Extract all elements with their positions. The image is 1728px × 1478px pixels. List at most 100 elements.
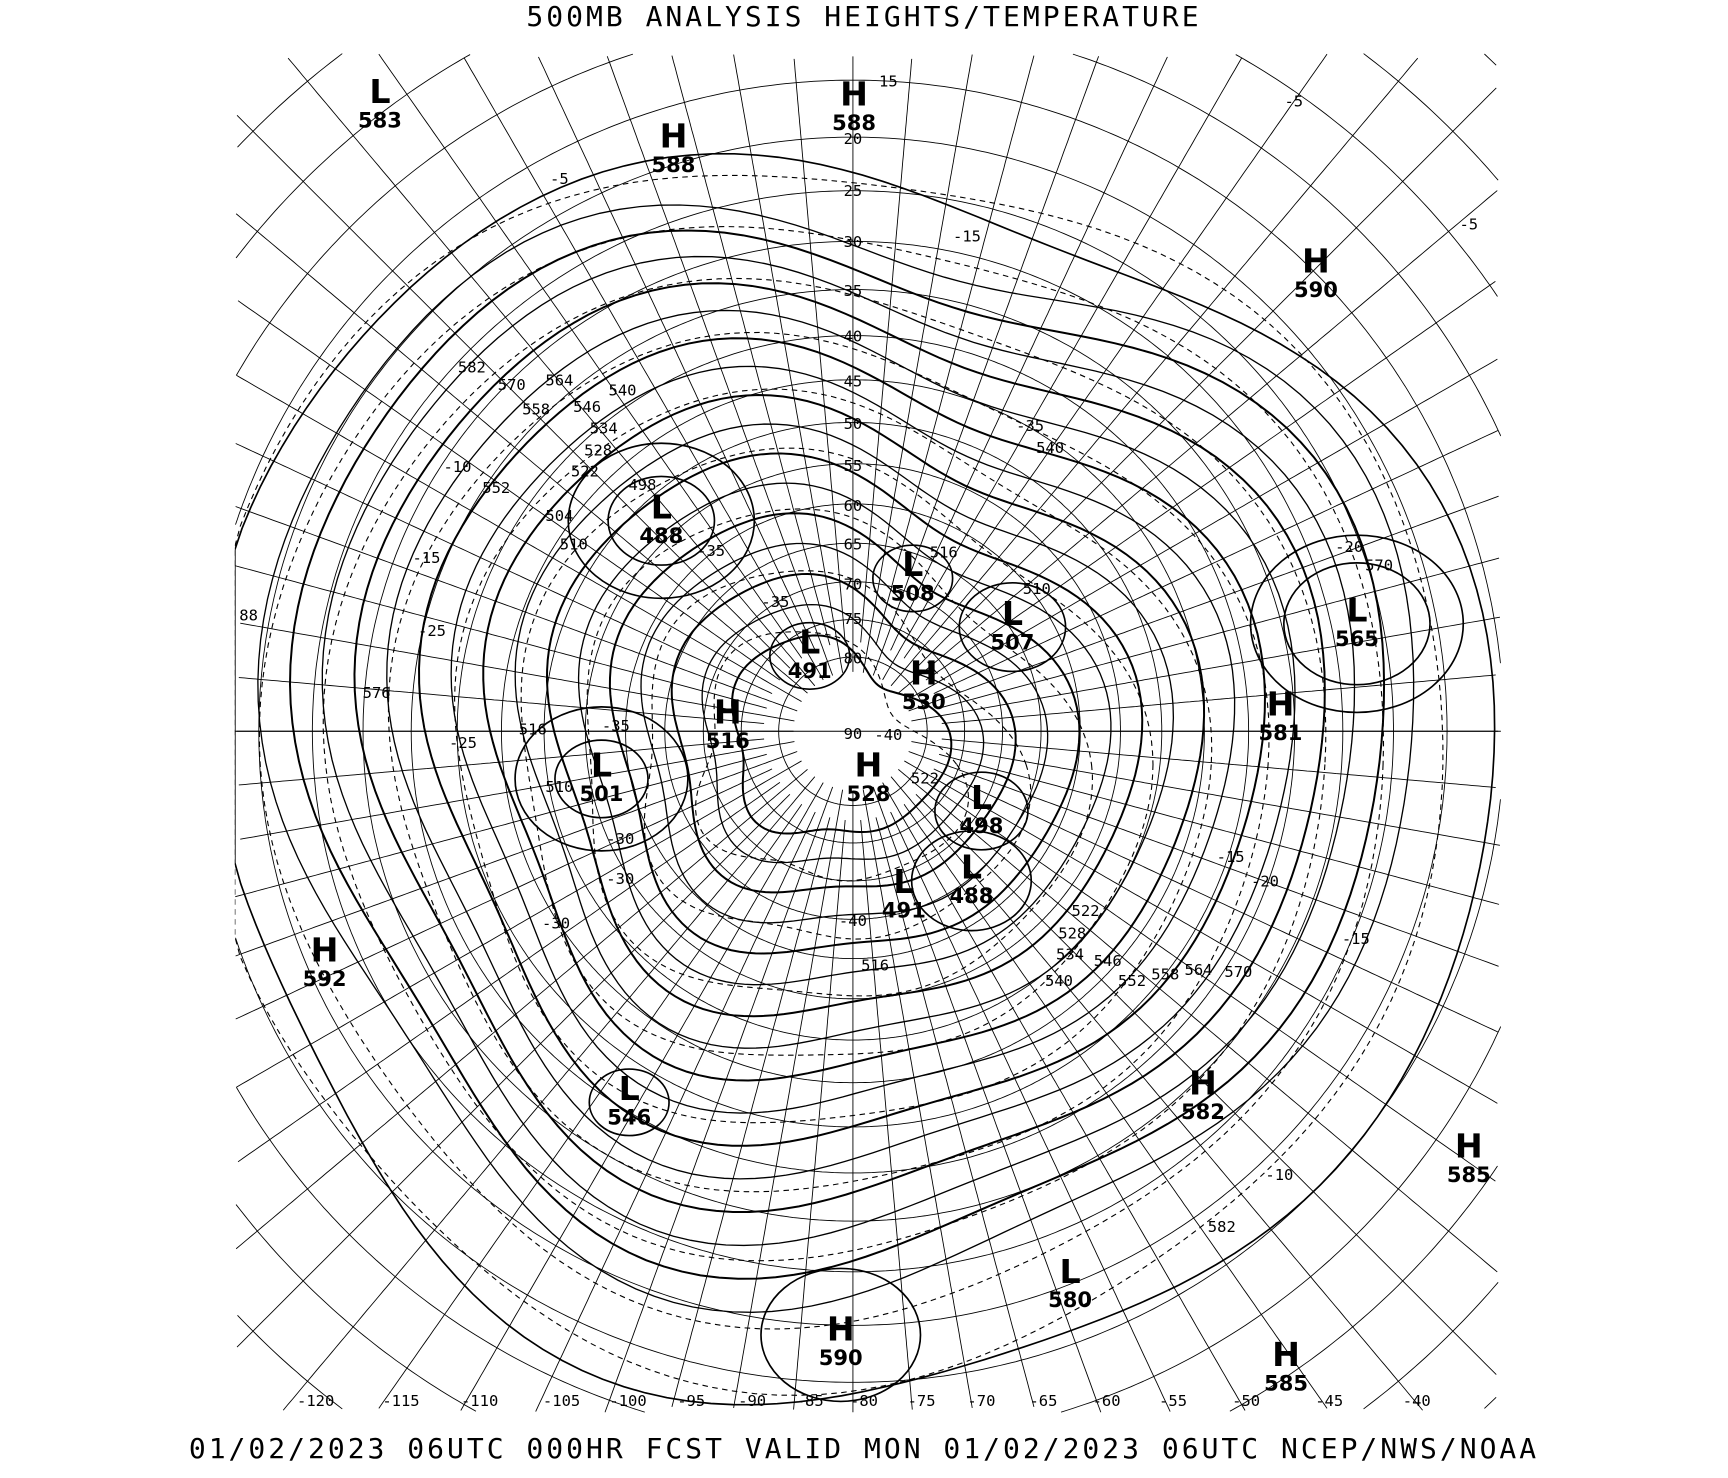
meridian-line xyxy=(915,793,1497,1375)
longitude-label: -100 xyxy=(609,1392,646,1410)
pressure-letter: H xyxy=(660,116,688,155)
meridian-line xyxy=(236,374,802,702)
meridian-line xyxy=(872,56,1100,676)
height-contour-label: 546 xyxy=(573,398,601,416)
temperature-contour-label: -10 xyxy=(1265,1166,1293,1184)
meridian-line xyxy=(904,358,1498,702)
meridian-line xyxy=(860,58,913,643)
meridian-line xyxy=(671,55,831,646)
meridian-line xyxy=(287,57,816,687)
pressure-value: 491 xyxy=(788,658,832,683)
longitude-label: -80 xyxy=(850,1392,878,1410)
longitude-label: -70 xyxy=(967,1392,995,1410)
pressure-letter: L xyxy=(1346,591,1367,630)
pressure-value: 528 xyxy=(846,781,890,806)
longitude-label: -120 xyxy=(297,1392,334,1410)
height-contour-label: 510 xyxy=(1023,580,1051,598)
height-contour xyxy=(554,739,649,819)
height-contour-label: 522 xyxy=(1072,902,1100,920)
pressure-letter: L xyxy=(369,72,390,111)
meridian-line xyxy=(933,768,1499,1033)
meridian-line xyxy=(235,768,773,1020)
pressure-letter: L xyxy=(619,1069,640,1108)
temperature-contour xyxy=(322,277,1327,1262)
pressure-letter: L xyxy=(1059,1252,1080,1291)
meridian-line xyxy=(235,506,798,712)
meridian-line xyxy=(938,753,1500,905)
pressure-value: 491 xyxy=(882,897,926,922)
latitude-label: 15 xyxy=(879,73,898,91)
temperature-contour-label: -5 xyxy=(550,170,569,188)
meridian-line xyxy=(890,776,1423,1411)
pressure-value: 585 xyxy=(1264,1370,1308,1395)
pressure-value: 488 xyxy=(639,523,683,548)
temperature-contour xyxy=(586,508,1093,997)
height-contour-label: 534 xyxy=(1056,945,1084,963)
longitude-label: -105 xyxy=(543,1392,580,1410)
height-contour xyxy=(386,309,1296,1180)
pressure-letter: L xyxy=(902,545,923,584)
meridian-line xyxy=(793,58,846,643)
temperature-contour-label: -5 xyxy=(1459,215,1478,233)
meridian-line xyxy=(903,53,1328,659)
pressure-letter: L xyxy=(799,623,820,662)
meridian-line xyxy=(860,820,913,1410)
longitude-label: -65 xyxy=(1029,1392,1057,1410)
meridian-line xyxy=(862,54,973,673)
meridian-line xyxy=(898,190,1498,694)
longitude-label: -55 xyxy=(1159,1392,1187,1410)
temperature-contour-label: -30 xyxy=(606,870,634,888)
temperature-contour-label: -25 xyxy=(449,734,477,752)
meridian-line xyxy=(237,300,781,681)
height-contour-label: 558 xyxy=(1151,965,1179,983)
meridian-line xyxy=(235,443,773,694)
height-contour-label: 564 xyxy=(545,372,573,390)
pressure-value: 498 xyxy=(959,813,1003,838)
meridian-line xyxy=(890,56,1168,651)
pressure-letter: H xyxy=(855,746,883,785)
height-contour-label: 504 xyxy=(545,507,573,525)
meridian-line xyxy=(378,803,803,1409)
temperature-contour-label: -15 xyxy=(953,228,981,246)
latitude-label: 25 xyxy=(844,182,863,200)
temperature-contour-label: -20 xyxy=(1251,872,1279,890)
meridian-line xyxy=(875,817,1035,1407)
longitude-label: -50 xyxy=(1232,1392,1260,1410)
height-contour xyxy=(450,365,1236,1114)
pressure-value: 583 xyxy=(358,108,402,133)
height-contour xyxy=(760,1267,922,1403)
meridian-line xyxy=(236,115,791,669)
height-contour-label: 540 xyxy=(1036,439,1064,457)
temperature-contour-label: -10 xyxy=(443,458,471,476)
pressure-letter: H xyxy=(1272,1335,1300,1374)
height-contour-label: 498 xyxy=(628,476,656,494)
pressure-letter: L xyxy=(591,746,612,785)
meridian-line xyxy=(671,817,831,1407)
latitude-circle xyxy=(1484,53,1497,1409)
meridian-line xyxy=(941,738,1496,788)
height-contour xyxy=(234,152,1496,1406)
height-contour xyxy=(514,706,689,852)
longitude-label: -85 xyxy=(796,1392,824,1410)
meridian-line xyxy=(733,789,844,1409)
temperature-contour xyxy=(387,331,1270,1193)
meridian-line xyxy=(908,495,1499,712)
meridian-line xyxy=(733,54,844,673)
pressure-value: 530 xyxy=(902,689,946,714)
pressure-letter: L xyxy=(651,488,672,527)
latitude-label: 30 xyxy=(844,233,863,251)
height-contour-label: 552 xyxy=(482,479,510,497)
